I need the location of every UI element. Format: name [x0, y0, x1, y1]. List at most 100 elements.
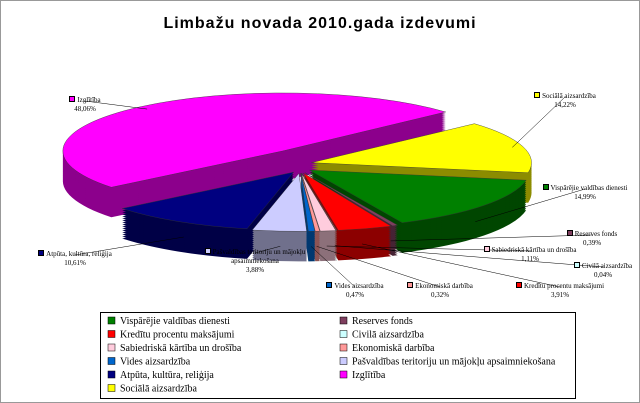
label-name: Pašvaldības teritoriju un mājokļu apsaim…	[212, 248, 306, 265]
pie-slice	[251, 172, 307, 232]
data-label-box: Civilā aizsardzība 0,04%	[563, 262, 640, 280]
leader-line	[390, 234, 593, 242]
label-value: 0,32%	[430, 291, 450, 299]
leader-line	[475, 188, 586, 222]
label-swatch	[204, 248, 211, 254]
label-name: Sociālā aizsardzība	[542, 92, 596, 100]
label-value: 14,22%	[554, 101, 576, 109]
chart-title: Limbažu novada 2010.gada izdevumi	[163, 15, 476, 32]
legend-label: Vispārējie valdības dienesti	[120, 316, 230, 327]
pie-slice	[121, 171, 295, 230]
pie-slice	[303, 172, 392, 231]
legend-swatch	[339, 357, 348, 365]
legend-label: Vides aizsardzība	[120, 357, 191, 368]
leader-line	[326, 245, 531, 252]
pie-slice	[300, 173, 321, 232]
data-label-box: Reserves fonds 0,39%	[557, 230, 627, 248]
pie-slice	[309, 169, 527, 223]
label-name: Ekonomiskā darbība	[415, 282, 473, 290]
legend-swatch	[339, 370, 348, 379]
data-label-box: Vides aizsardzība 0,47%	[315, 282, 395, 300]
label-swatch	[326, 282, 333, 288]
data-label-box: Kredītu procentu maksājumi 3,91%	[505, 282, 615, 300]
label-value: 0,04%	[593, 271, 613, 279]
leader-line	[84, 100, 148, 110]
label-name: Reserves fonds	[574, 230, 618, 238]
legend-label: Kredītu procentu maksājumi	[120, 330, 235, 341]
label-swatch	[566, 230, 573, 236]
label-swatch	[407, 282, 414, 288]
legend-label: Atpūta, kultūra, reliģija	[120, 370, 214, 381]
leader-line	[512, 96, 566, 148]
leader-line	[74, 236, 184, 256]
legend-label: Pašvaldības teritoriju un mājokļu apsaim…	[352, 357, 556, 368]
data-label: Pašvaldības teritoriju un mājokļu apsaim…	[195, 248, 315, 275]
pie-slice	[311, 123, 532, 173]
leader-line	[316, 246, 441, 288]
legend-label: Civilā aizsardzība	[352, 330, 424, 341]
data-label-box: Sociālā aizsardzība 14,22%	[525, 92, 605, 110]
label-name: Vispārējie valdības dienesti	[550, 184, 628, 192]
label-name: Civilā aizsardzība	[581, 262, 633, 270]
data-label-box: Ekonomiskā darbība 0,32%	[400, 282, 480, 300]
legend-label: Sabiedriskā kārtība un drošība	[120, 343, 242, 354]
label-value: 10,61%	[64, 259, 86, 267]
label-value: 3,88%	[245, 266, 265, 274]
legend-swatch	[107, 316, 116, 325]
label-value: 0,47%	[345, 291, 365, 299]
label-swatch	[515, 282, 522, 288]
label-swatch	[38, 250, 45, 256]
label-value: 48,06%	[74, 105, 96, 113]
legend-label: Izglītība	[352, 370, 386, 381]
legend-swatch	[107, 330, 116, 338]
label-value: 1,11%	[521, 255, 539, 263]
legend-label: Reserves fonds	[352, 316, 413, 327]
label-swatch	[542, 184, 549, 190]
legend-label: Sociālā aizsardzība	[120, 384, 197, 395]
data-label-box: Izglītība 48,06%	[55, 96, 115, 114]
legend-swatch	[339, 343, 348, 352]
label-name: Izglītība	[77, 96, 101, 104]
data-label-box: Vispārējie valdības dienesti 14,99%	[530, 184, 640, 202]
label-name: Sabiedriskā kārtība un drošība	[491, 246, 577, 254]
pie-slice	[62, 92, 447, 188]
label-value: 3,91%	[550, 291, 570, 299]
label-swatch	[483, 246, 490, 252]
legend-swatch	[339, 330, 348, 338]
label-swatch	[534, 92, 541, 98]
leader-line	[310, 246, 356, 288]
legend-label: Ekonomiskā darbība	[352, 343, 435, 354]
label-value: 0,39%	[582, 239, 602, 247]
data-label-box: Atpūta, kultūra, reliģija 10,61%	[20, 250, 130, 268]
leader-line	[254, 246, 281, 254]
leader-line	[362, 243, 561, 288]
legend-swatch	[339, 316, 348, 325]
label-name: Kredītu procentu maksājumi	[523, 282, 605, 290]
data-label-box: Sabiedriskā kārtība un drošība 1,11%	[475, 246, 585, 264]
label-swatch	[573, 262, 580, 268]
label-name: Vides aizsardzība	[334, 282, 384, 290]
legend-swatch	[107, 384, 116, 392]
legend-swatch	[107, 343, 116, 352]
label-name: Atpūta, kultūra, reliģija	[46, 250, 112, 258]
pie-slice	[300, 173, 316, 232]
legend-box	[100, 312, 576, 399]
leader-line	[334, 245, 604, 268]
label-value: 14,99%	[574, 193, 596, 201]
pie-slice	[304, 172, 399, 227]
legend-swatch	[107, 370, 116, 379]
data-label-box: Pašvaldības teritoriju un mājokļu apsaim…	[195, 248, 315, 275]
pie-slice	[301, 173, 338, 231]
legend-swatch	[107, 357, 116, 365]
